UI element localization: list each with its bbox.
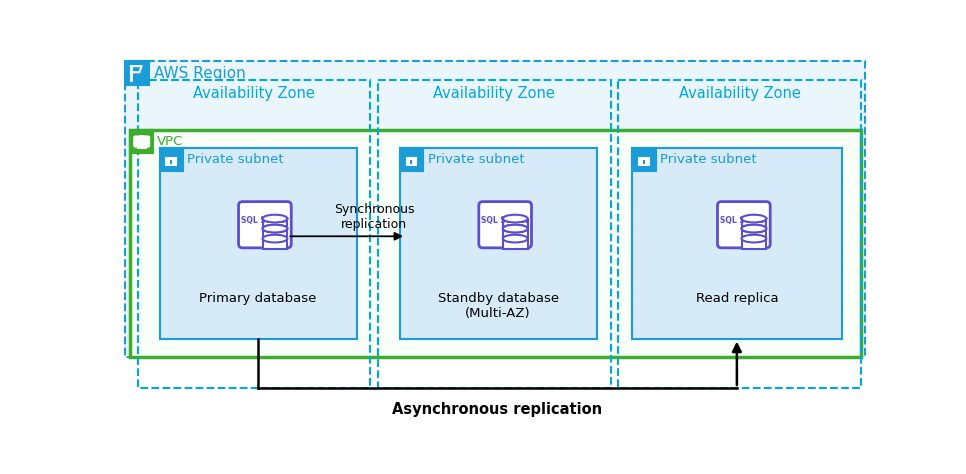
Bar (503, 228, 527, 238)
Bar (633, 148, 841, 339)
FancyBboxPatch shape (479, 201, 531, 248)
Bar (633, 148, 656, 171)
Bar (125, 61, 150, 85)
Bar (400, 148, 423, 171)
Ellipse shape (503, 225, 527, 232)
Text: Read replica: Read replica (696, 292, 779, 305)
Bar (138, 80, 370, 388)
Bar (503, 238, 527, 248)
Ellipse shape (503, 235, 527, 242)
Bar (742, 219, 766, 228)
Bar (130, 130, 154, 153)
Bar (159, 148, 357, 339)
Bar (159, 148, 183, 171)
Bar (125, 61, 865, 357)
Bar (618, 80, 861, 388)
Bar (263, 219, 287, 228)
Ellipse shape (263, 225, 287, 232)
Ellipse shape (263, 225, 287, 232)
Bar (400, 148, 597, 339)
Bar (503, 219, 527, 228)
FancyBboxPatch shape (239, 201, 292, 248)
Ellipse shape (742, 215, 766, 222)
Text: Availability Zone: Availability Zone (679, 86, 801, 101)
Text: Synchronous
replication: Synchronous replication (334, 203, 414, 231)
Text: Asynchronous replication: Asynchronous replication (392, 402, 603, 417)
Text: SQL Server: SQL Server (481, 216, 529, 225)
Bar (378, 80, 611, 388)
Bar (125, 61, 865, 357)
Bar (166, 158, 176, 164)
Ellipse shape (742, 225, 766, 232)
Ellipse shape (503, 215, 527, 222)
Ellipse shape (263, 235, 287, 242)
Text: SQL Server: SQL Server (720, 216, 768, 225)
Text: Private subnet: Private subnet (187, 153, 284, 166)
Text: SQL Server: SQL Server (242, 216, 289, 225)
Text: Primary database: Primary database (199, 292, 317, 305)
Text: Standby database
(Multi-AZ): Standby database (Multi-AZ) (438, 292, 558, 320)
Bar (263, 238, 287, 248)
Bar (407, 158, 416, 164)
Ellipse shape (742, 225, 766, 232)
Ellipse shape (263, 215, 287, 222)
Bar (130, 130, 861, 357)
Text: Private subnet: Private subnet (428, 153, 525, 166)
Text: Availability Zone: Availability Zone (434, 86, 555, 101)
Bar (639, 158, 648, 164)
Ellipse shape (742, 235, 766, 242)
Bar (138, 142, 146, 148)
Text: Availability Zone: Availability Zone (193, 86, 315, 101)
Bar (742, 238, 766, 248)
Bar (263, 228, 287, 238)
FancyBboxPatch shape (133, 136, 150, 148)
Bar (742, 228, 766, 238)
FancyBboxPatch shape (718, 201, 770, 248)
Ellipse shape (503, 225, 527, 232)
Text: VPC: VPC (157, 135, 184, 148)
Text: AWS Region: AWS Region (154, 65, 245, 81)
Text: Private subnet: Private subnet (660, 153, 756, 166)
